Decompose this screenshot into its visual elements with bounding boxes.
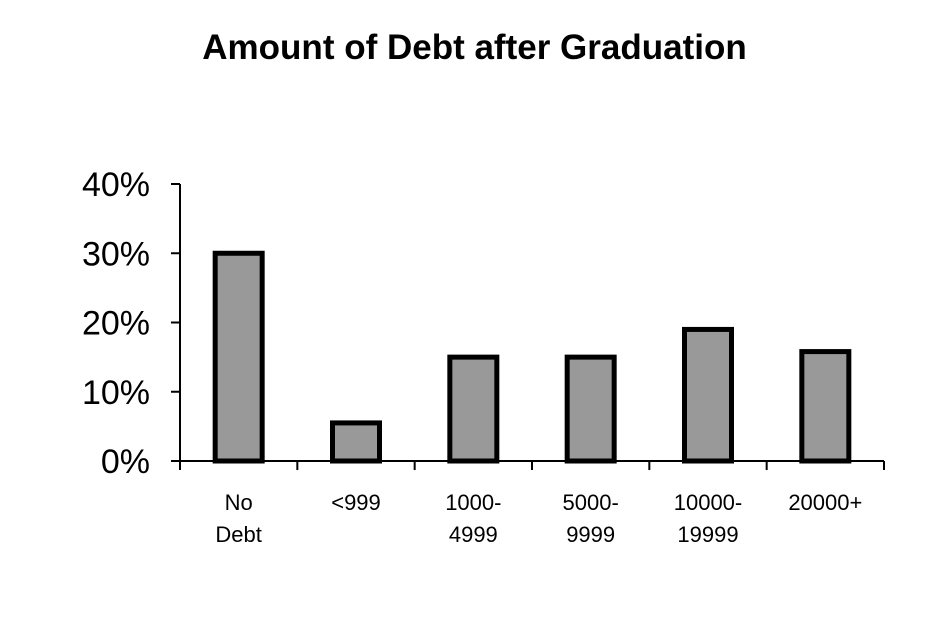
y-tick-label: 20% [82, 305, 150, 343]
chart-title: Amount of Debt after Graduation [202, 28, 747, 67]
bars [212, 250, 852, 464]
x-tick-label: 1000-4999 [445, 490, 501, 547]
x-tick-labels: No Debt <999 1000-4999 5000-9999 10000-19999 2… [215, 490, 862, 547]
y-tick-label: 10% [82, 374, 150, 412]
y-tick-labels: 0% 10% 20% 30% 40% [82, 166, 150, 481]
y-tick-label: 40% [82, 166, 150, 204]
axes [171, 183, 885, 470]
x-tick-label: 10000-19999 [674, 490, 743, 547]
x-tick-label: <999 [331, 490, 381, 515]
bar [330, 420, 382, 464]
x-tick-label: 5000-9999 [563, 490, 619, 547]
bar [212, 250, 265, 464]
y-tick-label: 0% [101, 443, 150, 481]
x-tick-label: 20000+ [788, 490, 862, 515]
bar [682, 326, 734, 464]
bar [799, 349, 852, 464]
bar [564, 354, 617, 464]
y-tick-label: 30% [82, 235, 150, 273]
x-tick-label: No Debt [215, 490, 261, 547]
bar [447, 354, 500, 464]
